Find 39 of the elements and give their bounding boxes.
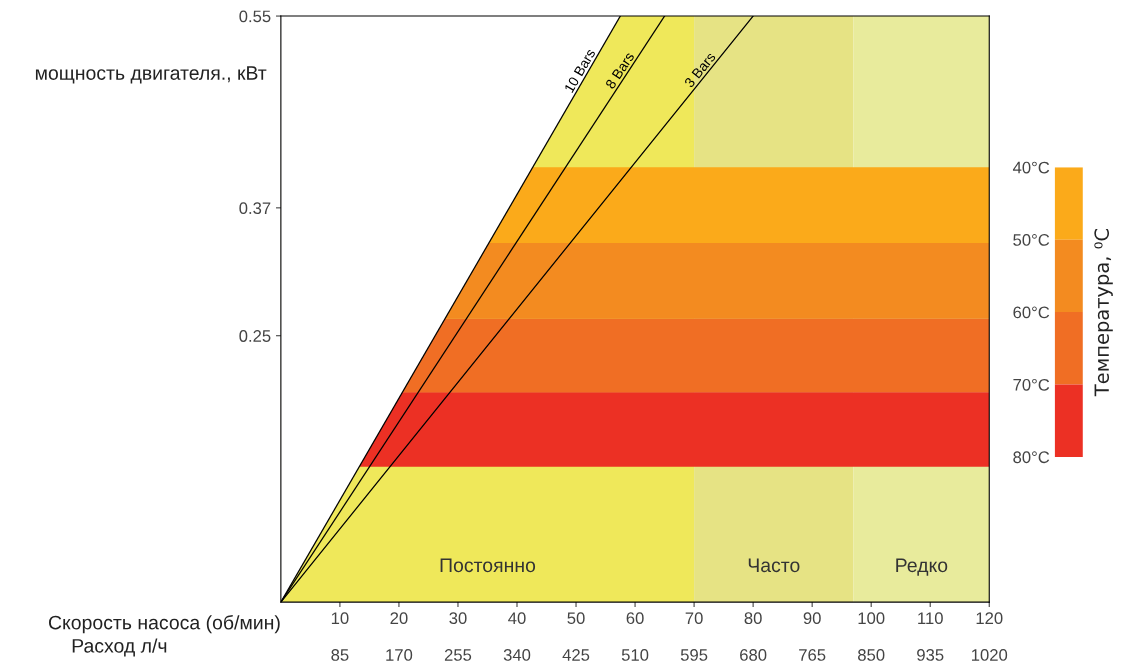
x2-tick-label: 85	[331, 649, 349, 661]
x2-tick-label: 680	[740, 649, 767, 661]
x-axis-title: Скорость насоса (об/мин)	[48, 614, 280, 634]
y-tick-label: 0.37	[239, 202, 271, 215]
x2-tick-label: 255	[444, 649, 472, 661]
x2-tick-label: 170	[386, 649, 413, 661]
x2-tick-label: 850	[858, 649, 885, 661]
color-bar-label: 50°C	[1013, 234, 1050, 246]
color-bar-label: 70°C	[1013, 378, 1050, 391]
x-tick-label: 40	[508, 612, 526, 625]
y-tick-label: 0.25	[239, 330, 271, 342]
color-bar-title: Температура, ⁰C	[1094, 229, 1113, 397]
x-tick-label: 10	[331, 612, 349, 625]
x-tick-label: 30	[449, 612, 467, 625]
x-tick-label: 50	[567, 612, 585, 625]
x-tick-label: 70	[685, 612, 703, 625]
x2-tick-label: 765	[799, 649, 826, 661]
x-tick-label: 80	[744, 612, 762, 625]
x-tick-label: 120	[976, 612, 1003, 625]
y-tick-label: 0.55	[239, 10, 271, 23]
x2-tick-label: 340	[503, 649, 531, 661]
x2-tick-label: 595	[680, 649, 708, 661]
band-label: Часто	[748, 558, 800, 573]
x2-tick-label: 1020	[971, 649, 1008, 661]
x2-tick-label: 935	[917, 649, 944, 661]
x-tick-label: 110	[918, 612, 943, 625]
color-bar-label: 80°C	[1013, 451, 1050, 464]
band-label: Редко	[896, 558, 948, 576]
x2-axis-title: Расход л/ч	[72, 638, 167, 657]
x2-tick-label: 510	[621, 649, 649, 661]
y-axis-title: мощность двигателя., кВт	[35, 66, 267, 84]
color-bar-label: 60°C	[1013, 306, 1050, 319]
x2-tick-label: 425	[562, 649, 590, 661]
x-tick-label: 60	[626, 612, 644, 625]
x-tick-label: 100	[858, 612, 885, 625]
x-tick-label: 20	[390, 612, 408, 625]
band-label: Постоянно	[440, 558, 536, 573]
color-bar-label: 40°C	[1012, 161, 1050, 174]
x-tick-label: 90	[803, 612, 821, 625]
